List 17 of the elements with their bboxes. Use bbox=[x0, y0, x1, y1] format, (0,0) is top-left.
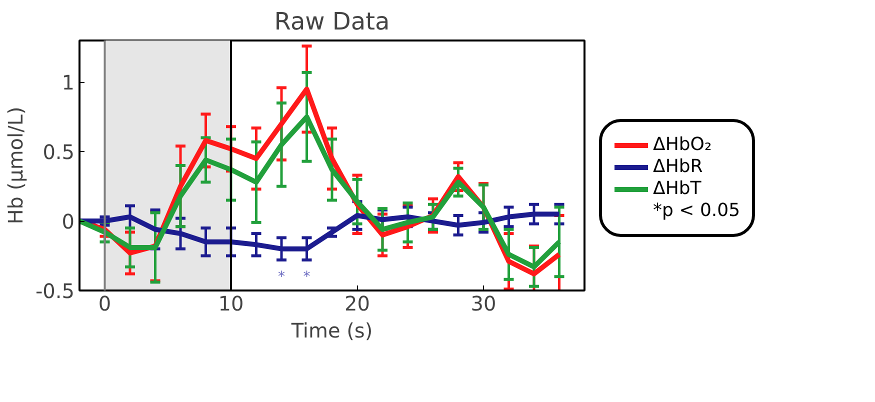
x-tick-label: 20 bbox=[344, 292, 370, 316]
x-tick-label: 30 bbox=[470, 292, 496, 316]
legend-label: ΔHbT bbox=[653, 178, 702, 200]
annotation: * bbox=[303, 268, 310, 285]
x-tick-label: 0 bbox=[98, 292, 112, 316]
y-tick-label: 0 bbox=[62, 210, 75, 234]
legend-label: ΔHbR bbox=[653, 156, 703, 178]
x-tick-label: 10 bbox=[218, 292, 244, 316]
y-tick-label: -0.5 bbox=[35, 279, 75, 303]
chart-title: Raw Data bbox=[274, 8, 390, 36]
y-axis-title: Hb (μmol/L) bbox=[3, 106, 28, 224]
y-tick-label: 1 bbox=[62, 70, 75, 95]
x-axis-title: Time (s) bbox=[290, 318, 373, 342]
y-tick-label: 0.5 bbox=[42, 140, 75, 164]
legend-label: ΔHbO₂ bbox=[653, 134, 712, 156]
text: *p < 0.05 bbox=[653, 200, 740, 222]
annotation: * bbox=[278, 268, 285, 285]
